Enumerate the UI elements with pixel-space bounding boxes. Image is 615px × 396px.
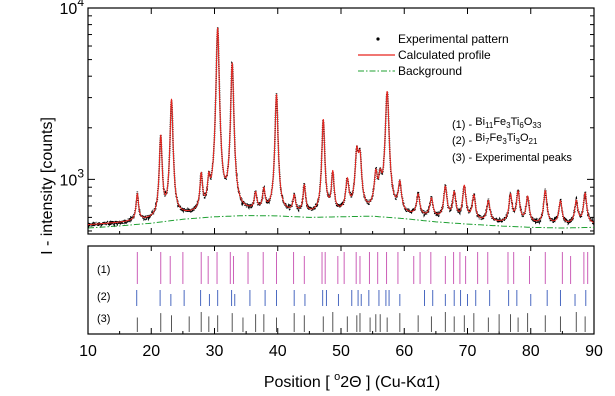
y-tick-labels: 103 104 — [60, 0, 85, 189]
annotation-phase-3: (3) - Experimental peaks — [452, 152, 572, 164]
peak-marker-rows: (1) (2) (3) — [97, 252, 589, 332]
experimental-marker — [376, 37, 380, 41]
x-tick-label: 60 — [395, 343, 413, 360]
legend-entry-calculated: Calculated profile — [358, 48, 491, 62]
x-tick-label: 50 — [332, 343, 350, 360]
x-tick-labels: 10 20 30 40 50 60 70 80 90 — [79, 343, 603, 360]
marker-row-label: (2) — [97, 291, 110, 303]
marker-row-label: (1) — [97, 264, 110, 276]
bottom-ticks — [87, 246, 595, 334]
top-panel: 103 104 Experimental pattern Calculated p… — [60, 0, 595, 235]
x-tick-label: 20 — [142, 343, 160, 360]
x-tick-label: 30 — [206, 343, 224, 360]
top-ticks — [87, 7, 595, 234]
legend-label-calculated: Calculated profile — [398, 48, 491, 62]
x-tick-label: 40 — [269, 343, 287, 360]
marker-row-label: (3) — [97, 313, 110, 325]
y-axis-label: I - intensity [counts] — [39, 117, 56, 255]
legend-entry-experimental: Experimental pattern — [376, 32, 509, 46]
x-tick-label: 10 — [79, 343, 97, 360]
legend: Experimental pattern Calculated profile … — [358, 32, 509, 78]
x-tick-label: 90 — [585, 343, 603, 360]
background-series — [87, 215, 595, 229]
x-tick-label: 70 — [459, 343, 477, 360]
annotation-phase-1: (1) - Bi11Fe3Ti6O33 — [452, 116, 542, 131]
legend-entry-background: Background — [358, 64, 462, 78]
bottom-panel: (1) (2) (3) 10 20 30 40 50 60 70 80 90 — [79, 245, 603, 360]
phase-annotations: (1) - Bi11Fe3Ti6O33 (2) - Bi7Fe3Ti3O21 (… — [452, 116, 572, 164]
annotation-phase-2: (2) - Bi7Fe3Ti3O21 — [452, 132, 538, 147]
legend-label-experimental: Experimental pattern — [398, 32, 509, 46]
calculated-series — [87, 27, 594, 226]
y-tick-label: 103 — [60, 166, 85, 189]
y-tick-label: 104 — [60, 0, 85, 18]
x-axis-label: Position [ o2Θ ] (Cu-Kα1) — [264, 371, 440, 391]
legend-label-background: Background — [398, 64, 462, 78]
x-tick-label: 80 — [522, 343, 540, 360]
